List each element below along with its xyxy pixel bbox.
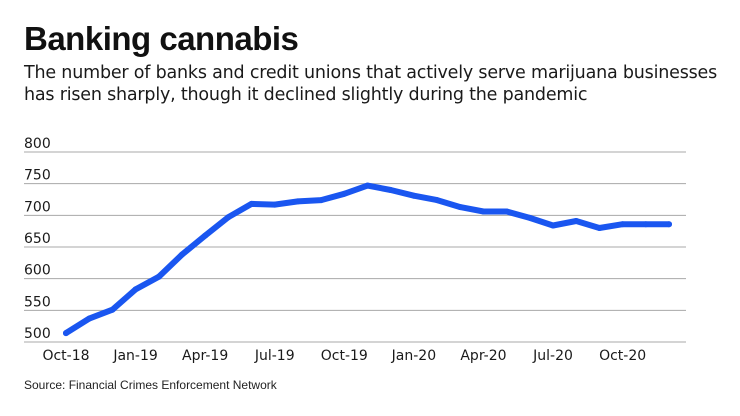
data-point [596, 225, 603, 231]
x-tick-label: Oct-19 [321, 348, 368, 364]
y-axis-ticks: 800 750 700 650 600 550 500 [24, 136, 51, 342]
x-tick-label: Oct-20 [599, 348, 646, 364]
series-line [63, 182, 672, 337]
x-axis-ticks: Oct-18 Jan-19 Apr-19 Jul-19 Oct-19 Jan-20 Apr-… [42, 348, 646, 364]
data-point [457, 204, 464, 211]
data-point [480, 208, 487, 215]
data-point [178, 251, 185, 258]
x-tick-label: Jan-20 [391, 348, 436, 364]
series-group [63, 182, 672, 337]
chart-subtitle: The number of banks and credit unions th… [24, 63, 718, 105]
y-tick-label: 500 [24, 326, 51, 342]
y-tick-label: 700 [24, 199, 51, 215]
y-tick-label: 650 [24, 231, 51, 247]
data-point [271, 201, 278, 208]
x-tick-label: Apr-19 [182, 348, 228, 364]
x-tick-label: Jan-19 [112, 348, 157, 364]
y-tick-label: 550 [24, 294, 51, 310]
x-tick-label: Jul-19 [254, 348, 295, 364]
data-point [503, 208, 510, 215]
data-point [410, 192, 417, 199]
data-point [619, 221, 626, 228]
data-point [294, 198, 301, 205]
source-note: Source: Financial Crimes Enforcement Net… [24, 378, 277, 392]
x-tick-label: Oct-18 [42, 348, 89, 364]
data-point [573, 218, 580, 225]
data-point [202, 232, 209, 239]
chart-title: Banking cannabis [24, 20, 299, 57]
y-tick-label: 800 [24, 136, 51, 152]
data-point [109, 306, 116, 313]
x-tick-label: Jul-20 [532, 348, 573, 364]
y-tick-label: 750 [24, 168, 51, 184]
data-point [550, 222, 557, 229]
data-point [155, 273, 162, 280]
y-tick-label: 600 [24, 263, 51, 279]
data-point [666, 221, 672, 228]
data-point [341, 190, 348, 197]
data-point [86, 315, 93, 322]
data-point [63, 330, 69, 337]
data-point [526, 214, 533, 221]
data-point [434, 197, 441, 204]
data-point [364, 182, 371, 189]
data-point [318, 197, 325, 204]
data-point [248, 200, 255, 207]
x-tick-label: Apr-20 [460, 348, 506, 364]
data-point [132, 286, 139, 293]
data-point [642, 221, 649, 228]
gridlines [24, 151, 686, 343]
data-point [225, 214, 232, 221]
data-point [387, 187, 394, 193]
